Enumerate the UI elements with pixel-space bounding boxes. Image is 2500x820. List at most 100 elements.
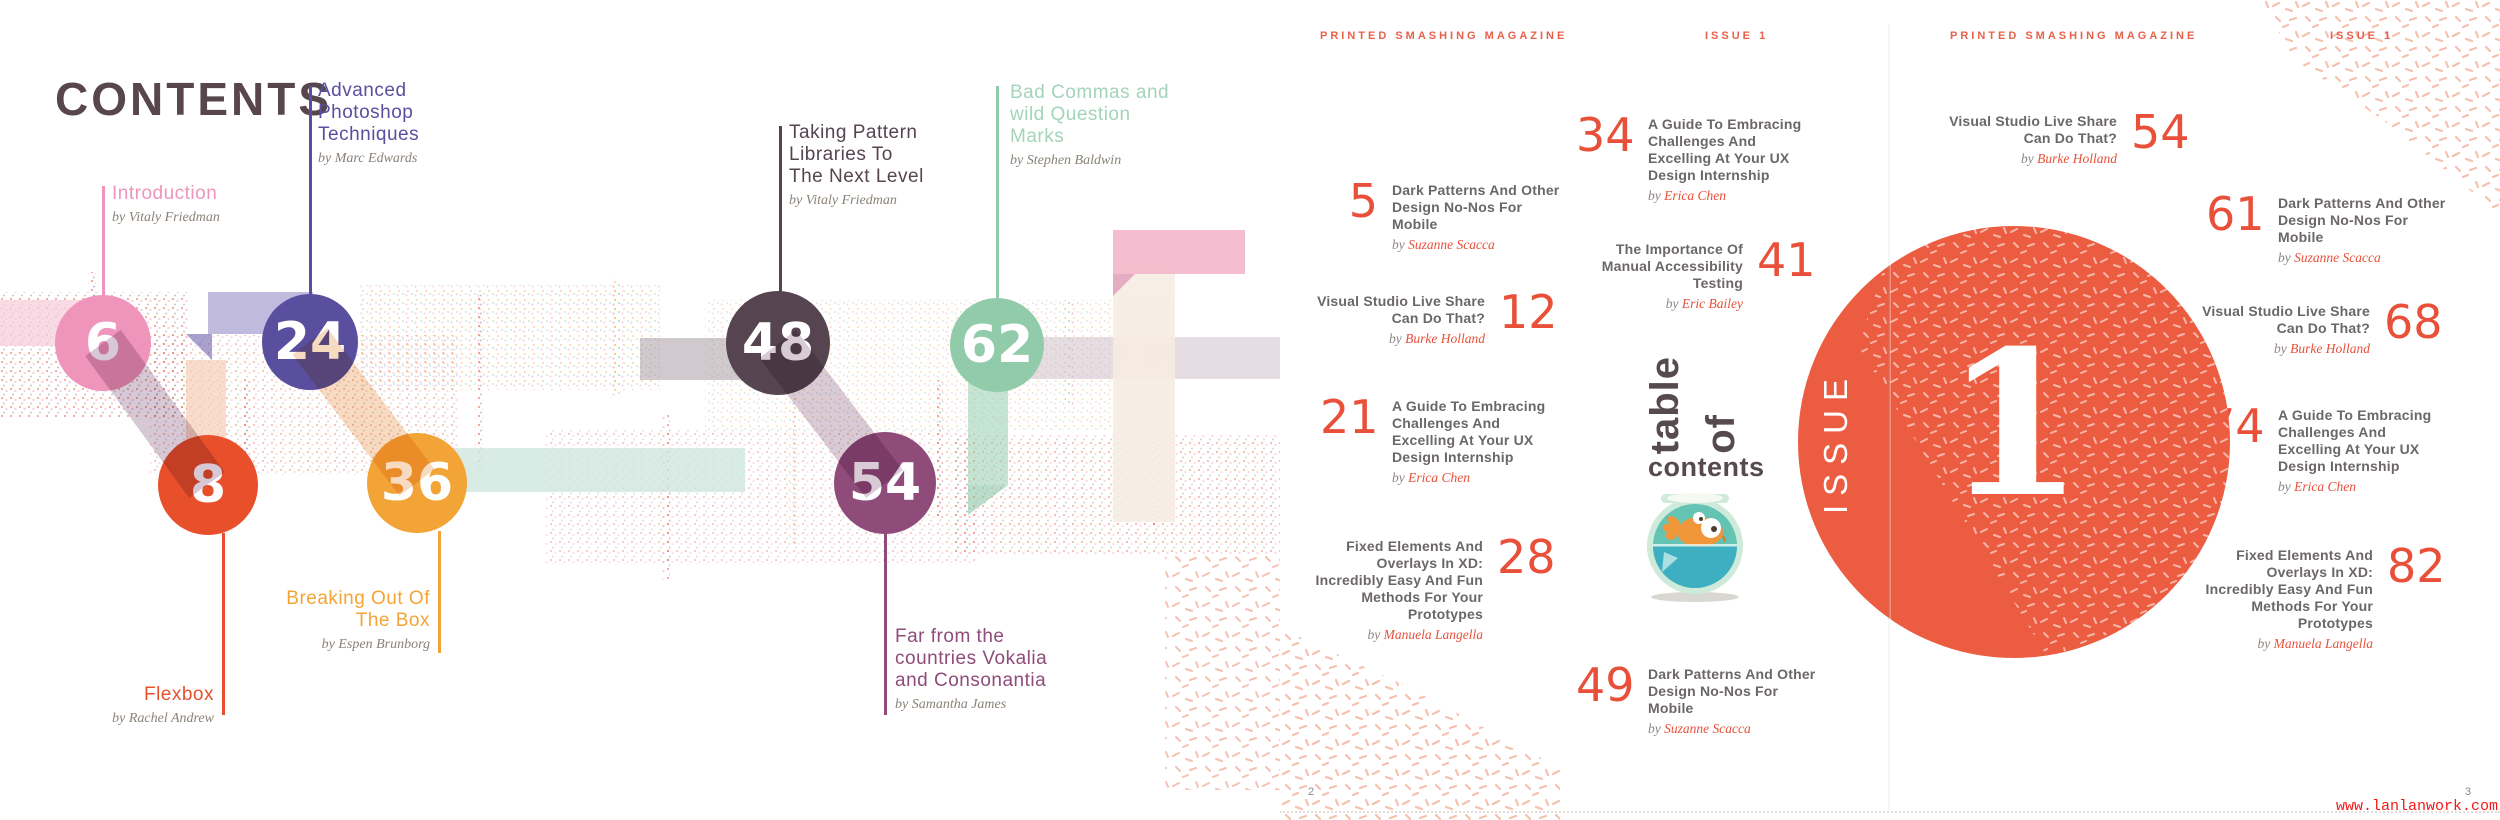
poster-item-introduction: Introduction by Vitaly Friedman [112, 183, 272, 226]
stem-48 [779, 126, 782, 293]
entry-author: by Burke Holland [2021, 151, 2117, 166]
entry-page-number: 5 [1348, 174, 1378, 228]
entry-author: by Burke Holland [1389, 331, 1485, 346]
entry-title: The Importance Of Manual Accessibility T… [1601, 241, 1743, 291]
entry-title: Fixed Elements And Overlays In XD: Incre… [2205, 547, 2373, 631]
entry-title: Visual Studio Live Share Can Do That? [1317, 293, 1485, 326]
entry-title: A Guide To Embracing Challenges And Exce… [1648, 116, 1802, 183]
entry-page-number: 54 [2131, 105, 2190, 159]
entry-page-number: 21 [1320, 390, 1379, 444]
ribbon-cap-pink [1113, 230, 1245, 274]
spread-gutter [1888, 25, 1891, 810]
entry-author: by Eric Bailey [1665, 296, 1743, 311]
poster-contents-panel: 6 24 48 62 8 36 54 CONTENTS Introduction [0, 73, 1280, 790]
poster-item-advanced-photoshop: Advanced Photoshop Techniques by Marc Ed… [318, 80, 473, 167]
poster-item-pattern-libraries: Taking Pattern Libraries To The Next Lev… [789, 122, 927, 209]
ribbon-fold-pink [1113, 274, 1135, 296]
entry-title: Visual Studio Live Share Can Do That? [2202, 303, 2370, 336]
item-label: Bad Commas and wild Question Marks [1010, 82, 1170, 147]
item-label: Introduction [112, 183, 218, 204]
entry-title: Dark Patterns And Other Design No-Nos Fo… [2278, 195, 2446, 245]
toc-entry-34: 34 A Guide To Embracing Challenges And E… [1576, 108, 1816, 204]
left-page-header-title: PRINTED SMASHING MAGAZINE [1320, 30, 1568, 42]
poster-item-bad-commas: Bad Commas and wild Question Marks by St… [1010, 82, 1180, 169]
toc-entry-28: Fixed Elements And Overlays In XD: Incre… [1315, 530, 1556, 643]
item-author: by Rachel Andrew [112, 711, 214, 726]
poster-item-flexbox: Flexbox by Rachel Andrew [64, 684, 214, 727]
toc-word-of: of [1699, 414, 1743, 454]
entry-page-number: 12 [1499, 285, 1558, 339]
issue-vertical-label: ISSUE [1817, 369, 1854, 515]
item-label: Advanced Photoshop Techniques [318, 80, 420, 145]
ribbon-fold-green [968, 485, 1008, 515]
toc-entry-61: 61 Dark Patterns And Other Design No-Nos… [2206, 191, 2446, 266]
entry-author: by Erica Chen [1392, 470, 1470, 485]
magazine-spread: PRINTED SMASHING MAGAZINE ISSUE 1 PRINTE… [1280, 0, 2500, 820]
toc-entry-68: Visual Studio Live Share Can Do That? by… [2202, 295, 2443, 357]
entry-author: by Suzanne Scacca [2278, 250, 2381, 265]
item-author: by Marc Edwards [318, 151, 418, 166]
entry-page-number: 68 [2384, 295, 2443, 349]
left-page-header-issue: ISSUE 1 [1705, 30, 1769, 42]
toc-entry-74: 74 A Guide To Embracing Challenges And E… [2206, 403, 2446, 495]
entry-page-number: 28 [1497, 530, 1556, 584]
stem-24 [309, 86, 312, 296]
entry-page-number: 82 [2387, 539, 2446, 593]
poster-item-far-countries: Far from the countries Vokalia and Conso… [895, 626, 1055, 713]
item-author: by Stephen Baldwin [1010, 153, 1122, 168]
toc-entry-41: The Importance Of Manual Accessibility T… [1575, 233, 1816, 312]
entry-title: Dark Patterns And Other Design No-Nos Fo… [1392, 182, 1560, 232]
entry-author: by Manuela Langella [1367, 627, 1484, 642]
item-author: by Samantha James [895, 697, 1007, 712]
ribbon-band-teal [455, 448, 745, 492]
bottom-dotted-rule [1280, 811, 2500, 813]
entry-page-number: 41 [1757, 233, 1816, 287]
toc-circle-62: 62 [950, 298, 1044, 392]
fishbowl-illustration [1647, 493, 1743, 602]
stem-8 [222, 533, 225, 715]
issue-circle: ISSUE 1 [1798, 226, 2230, 658]
right-page-header-issue: ISSUE 1 [2330, 30, 2394, 42]
confetti-top-right [2260, 0, 2500, 215]
stem-36 [438, 531, 441, 653]
item-label: Breaking Out Of The Box [286, 588, 430, 631]
entry-author: by Manuela Langella [2257, 636, 2374, 651]
stem-54 [884, 532, 887, 715]
stem-62 [996, 86, 999, 300]
toc-entry-12: Visual Studio Live Share Can Do That? by… [1317, 285, 1558, 347]
toc-entry-21: 21 A Guide To Embracing Challenges And E… [1320, 390, 1560, 486]
stem-6 [102, 186, 105, 297]
entry-page-number: 34 [1576, 108, 1635, 162]
item-label: Flexbox [143, 684, 214, 705]
toc-entry-5: 5 Dark Patterns And Other Design No-Nos … [1320, 174, 1560, 253]
confetti-bottom-left [1280, 628, 1560, 820]
entry-author: by Erica Chen [1648, 188, 1726, 203]
toc-word-table: table [1643, 355, 1687, 454]
item-author: by Vitaly Friedman [112, 210, 220, 225]
confetti-circle-texture [1858, 226, 2230, 658]
entry-page-number: 49 [1576, 658, 1635, 712]
poster-item-breaking-out: Breaking Out Of The Box by Espen Brunbor… [280, 588, 430, 653]
ribbon-fold-purple [186, 334, 212, 360]
page-number-right: 3 [2465, 786, 2472, 798]
toc-lockup: table of [1643, 330, 1757, 454]
entry-author: by Erica Chen [2278, 479, 2356, 494]
entry-title: Visual Studio Live Share Can Do That? [1949, 113, 2117, 146]
toc-word-contents: contents [1648, 452, 1765, 482]
item-label: Taking Pattern Libraries To The Next Lev… [789, 122, 924, 187]
ribbon-strip-cream [1113, 262, 1175, 522]
entry-title: A Guide To Embracing Challenges And Exce… [1392, 398, 1546, 465]
toc-entry-82: Fixed Elements And Overlays In XD: Incre… [2205, 539, 2446, 652]
entry-author: by Suzanne Scacca [1648, 721, 1751, 736]
issue-vertical-label-wrap: ISSUE [1814, 226, 1858, 658]
entry-author: by Suzanne Scacca [1392, 237, 1495, 252]
item-label: Far from the countries Vokalia and Conso… [895, 626, 1048, 691]
watermark-url: www.lanlanwork.com [2335, 798, 2498, 815]
item-author: by Espen Brunborg [321, 637, 430, 652]
page-number-left: 2 [1308, 786, 1315, 798]
issue-number: 1 [1944, 306, 2084, 542]
item-author: by Vitaly Friedman [789, 193, 897, 208]
entry-title: Fixed Elements And Overlays In XD: Incre… [1315, 538, 1483, 622]
circle-number: 62 [960, 315, 1034, 375]
